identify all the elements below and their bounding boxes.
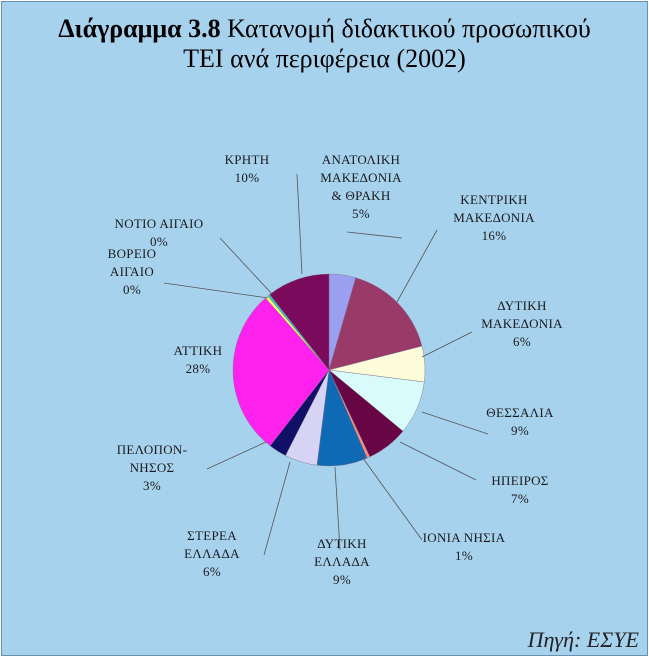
slice-label: ΚΡΗΤΗ 10% (225, 152, 270, 185)
pie-slice (232, 297, 330, 447)
leader-line (396, 229, 438, 303)
source-note: Πηγή: ΕΣΥΕ (527, 627, 639, 652)
slice-label: ΑΤΤΙΚΗ 28% (174, 343, 223, 376)
pie-slice (328, 277, 423, 371)
slice-label: ΑΝΑΤΟΛΙΚΗ ΜΑΚΕΔΟΝΙΑ & ΘΡΑΚΗ 5% (320, 152, 402, 221)
slice-label: ΔΥΤΙΚΗ ΜΑΚΕΔΟΝΙΑ 6% (481, 298, 563, 349)
leader-line (296, 173, 303, 275)
slice-label: ΒΟΡΕΙΟ ΑΙΓΑΙΟ 0% (108, 246, 157, 297)
chart-title-line2: ΤΕΙ ανά περιφέρεια (2002) (183, 44, 466, 73)
leader-line (399, 441, 477, 481)
chart-title: Διάγραμμα 3.8 Κατανομή διδακτικού προσωπ… (2, 14, 647, 74)
slice-label: ΝΟΤΙΟ ΑΙΓΑΙΟ 0% (115, 216, 204, 249)
leader-line (263, 461, 291, 556)
leader-line (421, 411, 489, 435)
leader-line (421, 331, 473, 358)
leader-line (359, 453, 423, 541)
leader-line (334, 466, 341, 551)
chart-title-prefix: Διάγραμμα 3.8 (58, 14, 221, 43)
slice-label: ΠΕΛΟΠΟΝ-ΝΗΣΟΣ 3% (117, 442, 188, 493)
slice-label: ΣΤΕΡΕΑ ΕΛΛΑΔΑ 6% (184, 528, 240, 579)
leader-line (163, 282, 269, 299)
leader-line (346, 231, 403, 239)
slice-label: ΗΠΕΙΡΟΣ 7% (491, 473, 548, 506)
slice-label: ΘΕΣΣΑΛΙΑ 9% (486, 405, 554, 438)
slice-label: ΙΟΝΙΑ ΝΗΣΙΑ 1% (423, 530, 506, 563)
leader-line (206, 441, 267, 470)
leader-line (219, 237, 273, 295)
slice-label: ΔΥΤΙΚΗ ΕΛΛΑΔΑ 9% (314, 536, 370, 587)
pie-slice (269, 273, 330, 371)
chart-title-line1: Κατανομή διδακτικού προσωπικού (227, 14, 591, 43)
slice-label: ΚΕΝΤΡΙΚΗ ΜΑΚΕΔΟΝΙΑ 16% (453, 192, 535, 243)
